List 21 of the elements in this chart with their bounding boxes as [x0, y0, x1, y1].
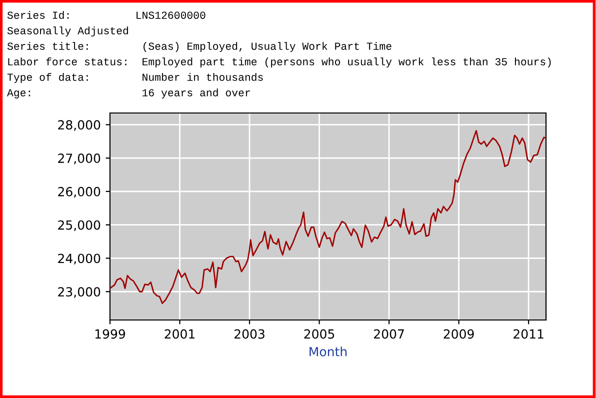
text: Series Id: LNS12600000 [7, 11, 206, 19]
text: Series title: (Seas) Employed, Usually Work Part Time [7, 42, 392, 52]
y-tick-label: 25,000 [58, 220, 100, 232]
y-tick-label: 23,000 [58, 287, 100, 298]
x-tick-label: 1999 [95, 329, 126, 339]
text: Labor force status: Employed part time (persons who usually work less than 35 hours) [8, 58, 551, 68]
x-tick-label: 2005 [304, 329, 334, 339]
x-tick-label: 2007 [374, 329, 404, 339]
x-tick-label: 2001 [164, 329, 195, 339]
x-tick-label: 2011 [514, 329, 544, 339]
x-axis-title: Month [310, 346, 347, 356]
y-tick-label: 26,000 [58, 186, 100, 198]
text: Type of data: Number in thousands [7, 73, 263, 83]
y-tick-label: 24,000 [58, 254, 100, 264]
text: Seasonally Adjusted [7, 26, 128, 36]
x-tick-label: 2009 [444, 329, 474, 339]
x-tick-label: 2003 [234, 329, 264, 339]
text: Age: 16 years and over [7, 88, 250, 98]
line-series [110, 130, 546, 304]
y-tick-label: 27,000 [58, 154, 100, 164]
y-tick-label: 28,000 [58, 120, 100, 131]
